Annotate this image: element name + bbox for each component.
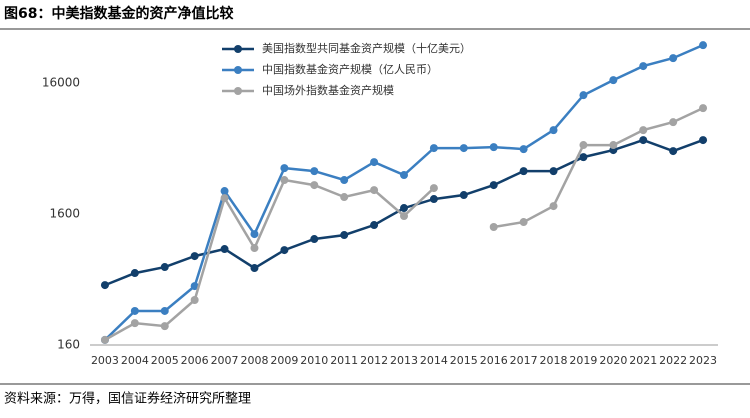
series-point bbox=[459, 191, 468, 200]
y-tick-label: 160 bbox=[57, 338, 80, 352]
series-point bbox=[370, 158, 379, 167]
series-point bbox=[579, 141, 588, 150]
series-point bbox=[130, 319, 139, 328]
series-point bbox=[609, 141, 618, 150]
series-point bbox=[220, 245, 229, 254]
series-point bbox=[699, 41, 708, 50]
series-point bbox=[549, 167, 558, 176]
series-point bbox=[489, 181, 498, 190]
legend-swatch-point bbox=[234, 45, 242, 53]
x-tick-label: 2016 bbox=[480, 354, 508, 367]
series-point bbox=[340, 231, 349, 240]
series-point bbox=[340, 176, 349, 185]
series-point bbox=[280, 164, 289, 173]
series-point bbox=[669, 118, 678, 127]
series-point bbox=[250, 264, 259, 273]
y-tick-label: 16000 bbox=[42, 76, 80, 90]
series-point bbox=[280, 176, 289, 185]
x-tick-label: 2008 bbox=[240, 354, 268, 367]
series-point bbox=[519, 145, 528, 154]
series-point bbox=[220, 187, 229, 196]
legend-swatch-point bbox=[234, 66, 242, 74]
x-tick-label: 2018 bbox=[540, 354, 568, 367]
series-line bbox=[104, 106, 704, 341]
series-point bbox=[579, 91, 588, 100]
series-point bbox=[669, 54, 678, 63]
legend-label: 中国场外指数基金资产规模 bbox=[262, 83, 394, 97]
series-point bbox=[639, 62, 648, 71]
x-tick-label: 2019 bbox=[569, 354, 597, 367]
series-point bbox=[429, 144, 438, 153]
series-point bbox=[100, 281, 109, 290]
series-point bbox=[549, 126, 558, 135]
source: 资料来源：万得，国信证券经济研究所整理 bbox=[4, 391, 251, 407]
x-tick-label: 2006 bbox=[181, 354, 209, 367]
series-point bbox=[579, 153, 588, 162]
series-point bbox=[519, 167, 528, 176]
series-point bbox=[250, 244, 259, 253]
x-tick-label: 2009 bbox=[270, 354, 298, 367]
series-point bbox=[429, 184, 438, 193]
x-tick-label: 2021 bbox=[629, 354, 657, 367]
series-point bbox=[639, 126, 648, 135]
series-point bbox=[160, 306, 169, 315]
series-point bbox=[190, 252, 199, 261]
x-tick-label: 2023 bbox=[689, 354, 717, 367]
series-point bbox=[250, 230, 259, 239]
legend-label: 中国指数基金资产规模（亿人民币） bbox=[262, 62, 438, 76]
x-tick-label: 2011 bbox=[330, 354, 358, 367]
series-point bbox=[190, 282, 199, 291]
series-point bbox=[220, 194, 229, 203]
series-point bbox=[310, 167, 319, 176]
series-point bbox=[609, 76, 618, 85]
series-point bbox=[280, 246, 289, 255]
series-point bbox=[130, 306, 139, 315]
series-point bbox=[519, 218, 528, 227]
series-point bbox=[459, 144, 468, 153]
series-point bbox=[699, 104, 708, 113]
series-point bbox=[370, 186, 379, 195]
x-tick-label: 2012 bbox=[360, 354, 388, 367]
x-tick-label: 2022 bbox=[659, 354, 687, 367]
series-point bbox=[370, 221, 379, 230]
legend-swatch-point bbox=[234, 87, 242, 95]
x-tick-label: 2014 bbox=[420, 354, 448, 367]
series-point bbox=[310, 235, 319, 244]
x-tick-label: 2013 bbox=[390, 354, 418, 367]
x-tick-label: 2020 bbox=[599, 354, 627, 367]
series-point bbox=[160, 322, 169, 331]
chart-title: 图68：中美指数基金的资产净值比较 bbox=[4, 5, 233, 22]
series-point bbox=[489, 223, 498, 232]
series-point bbox=[160, 263, 169, 272]
x-tick-label: 2005 bbox=[151, 354, 179, 367]
y-tick-label: 1600 bbox=[49, 207, 80, 221]
x-tick-label: 2017 bbox=[510, 354, 538, 367]
series-point bbox=[549, 202, 558, 211]
series-point bbox=[190, 295, 199, 304]
series-point bbox=[400, 171, 408, 180]
x-tick-label: 2007 bbox=[211, 354, 239, 367]
series-point bbox=[699, 136, 708, 145]
legend-label: 美国指数型共同基金资产规模（十亿美元） bbox=[262, 41, 471, 55]
x-tick-label: 2003 bbox=[91, 354, 119, 367]
series-point bbox=[639, 136, 648, 145]
series-point bbox=[489, 143, 498, 152]
x-tick-label: 2010 bbox=[300, 354, 328, 367]
x-tick-label: 2004 bbox=[121, 354, 149, 367]
series-point bbox=[310, 181, 319, 190]
series-point bbox=[100, 335, 109, 344]
series-point bbox=[400, 212, 408, 221]
series-point bbox=[340, 193, 349, 202]
series-point bbox=[400, 204, 408, 213]
series-point bbox=[429, 195, 438, 204]
series-point bbox=[669, 147, 678, 156]
x-tick-label: 2015 bbox=[450, 354, 478, 367]
series-point bbox=[130, 269, 139, 278]
